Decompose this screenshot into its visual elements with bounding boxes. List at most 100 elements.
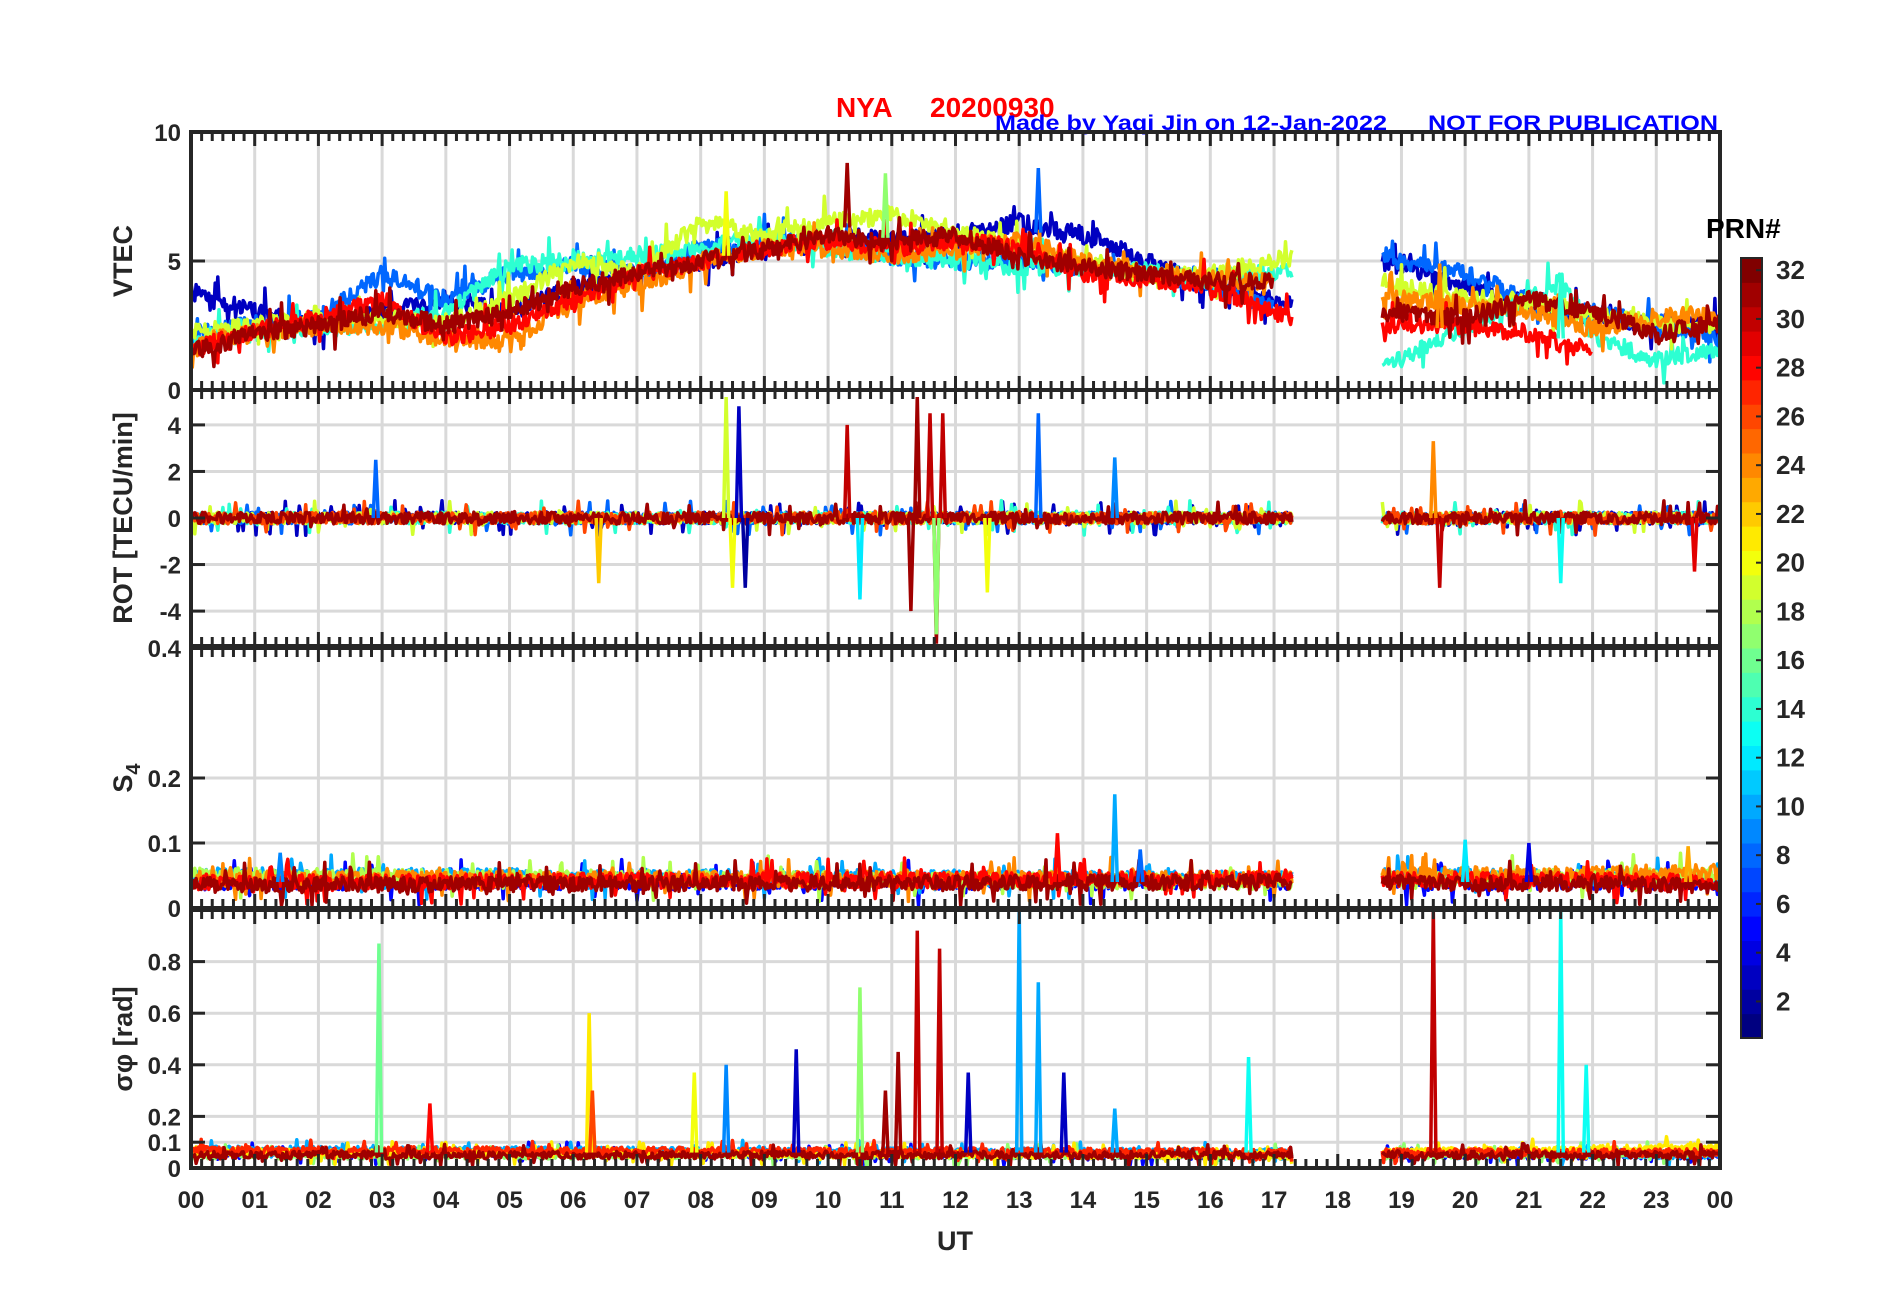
y-tick-label: 0 xyxy=(168,1156,181,1183)
colorbar-cell-prn-28 xyxy=(1741,355,1762,381)
spike-prn-29 xyxy=(1690,517,1699,572)
series-line-prn-31 xyxy=(191,216,1275,369)
x-tick-label: 06 xyxy=(560,1187,587,1214)
colorbar-tick-label: 6 xyxy=(1776,889,1790,919)
series-line-prn-28 xyxy=(1380,300,1593,366)
spike-prn-3 xyxy=(734,406,744,519)
series-group xyxy=(191,162,1720,385)
spike-prn-3 xyxy=(791,1049,801,1153)
x-tick-label: 00 xyxy=(1707,1187,1734,1214)
colorbar-cell-prn-9 xyxy=(1741,818,1762,844)
colorbar-tick-label: 14 xyxy=(1776,694,1805,724)
x-tick-label: 17 xyxy=(1261,1187,1288,1214)
colorbar-cell-prn-18 xyxy=(1741,599,1762,625)
colorbar-tick-label: 22 xyxy=(1776,499,1805,529)
spike-prn-31 xyxy=(906,517,916,612)
spike-prn-12 xyxy=(1460,839,1470,883)
colorbar-tick-label: 26 xyxy=(1776,401,1805,431)
y-tick-label: 4 xyxy=(168,413,182,440)
y-axis-label: S4 xyxy=(108,763,145,793)
x-tick-label: 02 xyxy=(305,1187,332,1214)
spike-prn-30 xyxy=(912,930,922,1153)
x-tick-label: 15 xyxy=(1133,1187,1160,1214)
spike-prn-17 xyxy=(932,517,941,635)
colorbar-cell-prn-21 xyxy=(1741,526,1762,551)
x-tick-label: 14 xyxy=(1070,1187,1097,1214)
x-tick-labels: 00 01 02 03 04 05 06 07 08 09 10 11 12 13 14 15 16 17 18 19… xyxy=(178,1187,1734,1214)
spike-prn-13 xyxy=(1581,1064,1591,1153)
spike-prn-9 xyxy=(721,1064,731,1153)
colorbar-cell-prn-20 xyxy=(1741,550,1762,576)
colorbar-cell-prn-7 xyxy=(1741,867,1762,893)
y-tick-label: 0.1 xyxy=(148,1130,181,1157)
y-axis-label: VTEC xyxy=(108,225,138,297)
colorbar-tick-label: 18 xyxy=(1776,596,1805,626)
spike-prn-24 xyxy=(1429,441,1438,519)
colorbar-tick-label: 30 xyxy=(1776,304,1805,334)
colorbar-cell-prn-27 xyxy=(1741,379,1762,405)
colorbar-cell-prn-12 xyxy=(1741,745,1762,771)
colorbar-tick-label: 20 xyxy=(1776,548,1805,578)
spike-prn-2 xyxy=(740,517,750,588)
colorbar-cell-prn-29 xyxy=(1741,331,1762,356)
colorbar-tick-label: 28 xyxy=(1776,353,1805,383)
series-group xyxy=(191,794,1720,908)
y-tick-label: 2 xyxy=(168,459,181,486)
spike-prn-31 xyxy=(893,1051,903,1153)
spike-prn-20 xyxy=(689,1072,699,1153)
spike-prn-8 xyxy=(1034,168,1043,233)
colorbar-cell-prn-25 xyxy=(1741,428,1762,454)
y-tick-label: 0.8 xyxy=(148,950,181,977)
panel-rot: -4 -2 0 2 4 ROT [TECU/min] xyxy=(108,388,1722,648)
spike-prn-8 xyxy=(371,459,381,519)
credit-text: Made by Yaqi Jin on 12-Jan-2022 xyxy=(995,112,1387,135)
series-line-prn-14 xyxy=(1381,261,1720,385)
colorbar-tick-label: 2 xyxy=(1776,986,1790,1016)
spike-prn-3 xyxy=(963,1072,973,1153)
x-tick-label: 18 xyxy=(1324,1187,1351,1214)
y-tick-label: 0 xyxy=(168,378,181,405)
spike-prn-10 xyxy=(1110,794,1120,883)
x-tick-label: 21 xyxy=(1516,1187,1543,1214)
x-tick-label: 23 xyxy=(1643,1187,1670,1214)
spike-prn-28 xyxy=(425,1103,435,1153)
spike-prn-9 xyxy=(275,852,285,883)
y-tick-label: -4 xyxy=(160,599,182,626)
colorbar-tick-label: 4 xyxy=(1776,938,1791,968)
colorbar-cell-prn-1 xyxy=(1741,1013,1762,1039)
spike-prn-19 xyxy=(721,396,731,519)
spike-prn-4 xyxy=(1524,842,1534,883)
colorbar-cell-prn-3 xyxy=(1741,964,1762,990)
colorbar-frame xyxy=(1740,257,1763,1039)
spike-prn-26 xyxy=(588,1090,597,1153)
spike-prn-30 xyxy=(938,413,948,519)
colorbar-tick-label: 24 xyxy=(1776,450,1805,480)
spike-prn-8 xyxy=(1135,849,1145,883)
spike-prn-13 xyxy=(1244,1057,1253,1153)
x-tick-label: 07 xyxy=(624,1187,651,1214)
colorbar-cell-prn-15 xyxy=(1741,672,1762,698)
colorbar-cell-prn-10 xyxy=(1741,794,1762,820)
colorbar-cell-prn-4 xyxy=(1741,940,1762,966)
x-tick-label: 12 xyxy=(942,1187,969,1214)
spike-prn-22 xyxy=(594,517,604,584)
notice-text: NOT FOR PUBLICATION xyxy=(1428,112,1718,135)
spike-prn-30 xyxy=(842,424,852,519)
spike-prn-8 xyxy=(1034,413,1043,519)
colorbar-cell-prn-2 xyxy=(1741,989,1762,1015)
spike-prn-30 xyxy=(925,413,935,519)
x-tick-label: 16 xyxy=(1197,1187,1224,1214)
spike-prn-10 xyxy=(1110,1108,1120,1153)
colorbar-label: PRN# xyxy=(1706,213,1781,244)
colorbar-cell-prn-31 xyxy=(1741,282,1762,308)
spike-prn-20 xyxy=(983,517,992,593)
series-line-prn-31 xyxy=(191,1142,1294,1168)
title-station: NYA xyxy=(836,92,893,123)
x-tick-label: 20 xyxy=(1452,1187,1479,1214)
x-tick-label: 00 xyxy=(178,1187,205,1214)
y-tick-label: 0 xyxy=(168,506,181,533)
colorbar-tick-label: 10 xyxy=(1776,791,1805,821)
colorbar-cell-prn-32 xyxy=(1741,258,1762,283)
colorbar-tick-label: 16 xyxy=(1776,645,1805,675)
